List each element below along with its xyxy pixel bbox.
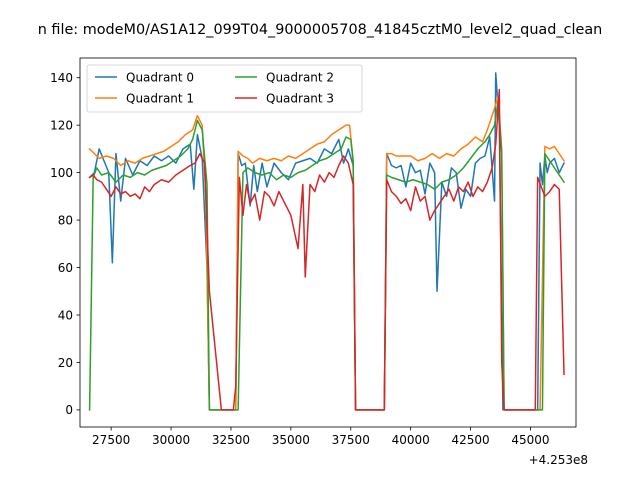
x-tick-label: 37500 xyxy=(332,433,370,447)
x-tick-label: 40000 xyxy=(392,433,430,447)
x-tick-label: 45000 xyxy=(511,433,549,447)
y-tick-label: 120 xyxy=(50,118,73,132)
legend-label-quadrant-2: Quadrant 2 xyxy=(266,71,334,85)
series-line-quadrant-3 xyxy=(88,88,565,411)
x-tick-label: 30000 xyxy=(152,433,190,447)
legend-box xyxy=(86,64,363,113)
chart-title: n file: modeM0/AS1A12_099T04_9000005708_… xyxy=(38,22,603,38)
x-tick-label: 35000 xyxy=(272,433,310,447)
y-tick-label: 60 xyxy=(58,261,73,275)
x-tick-label: 27500 xyxy=(92,433,130,447)
plot-frame xyxy=(79,57,577,428)
legend-label-quadrant-1: Quadrant 1 xyxy=(126,92,194,106)
y-tick-label: 20 xyxy=(58,356,73,370)
legend: Quadrant 0 Quadrant 1 Quadrant 2 Quadrant 3 xyxy=(86,64,363,113)
x-tick-label: 32500 xyxy=(212,433,250,447)
axes-layer: 27500 30000 32500 35000 37500 40000 42500 45000… xyxy=(50,57,588,467)
y-tick-label: 40 xyxy=(58,308,73,322)
series-line-quadrant-1 xyxy=(88,95,566,411)
y-tick-label: 140 xyxy=(50,71,73,85)
series-line-quadrant-0 xyxy=(88,72,566,411)
y-tick-label: 100 xyxy=(50,166,73,180)
y-tick-label: 0 xyxy=(65,403,73,417)
x-axis-offset-label: +4.253e8 xyxy=(529,453,588,467)
series-layer xyxy=(88,72,566,411)
legend-label-quadrant-3: Quadrant 3 xyxy=(266,92,334,106)
x-tick-label: 42500 xyxy=(451,433,489,447)
y-tick-label: 80 xyxy=(58,213,73,227)
series-line-quadrant-2 xyxy=(88,100,566,411)
legend-label-quadrant-0: Quadrant 0 xyxy=(126,71,194,85)
